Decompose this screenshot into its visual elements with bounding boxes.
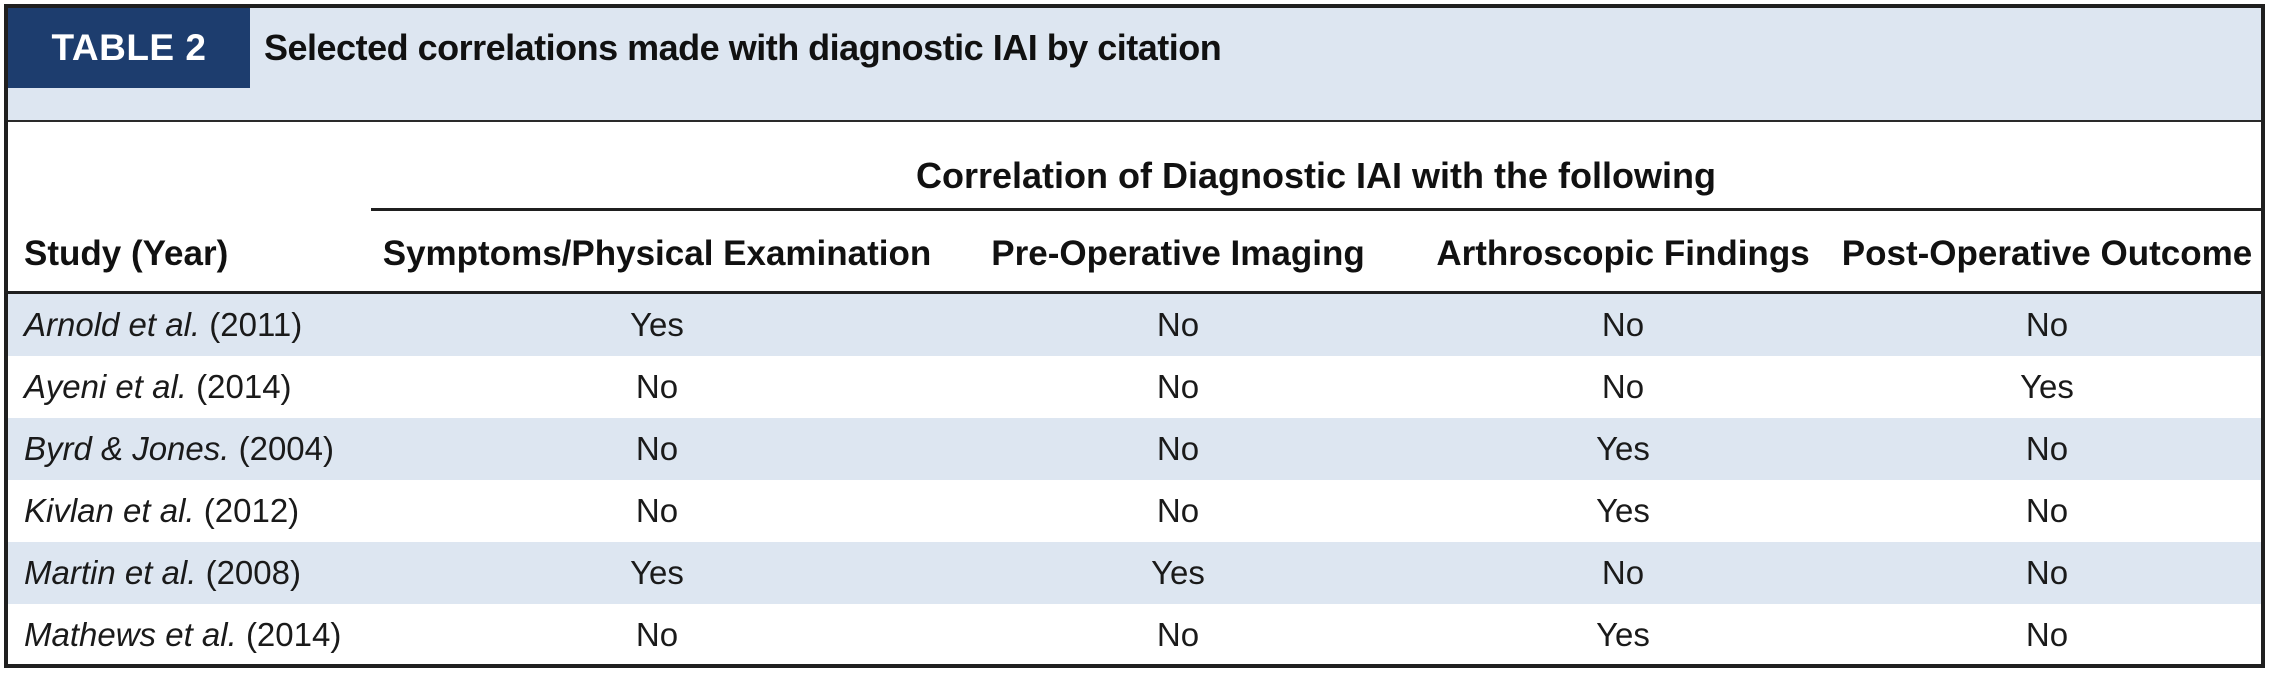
study-cell: Arnold et al. (2011) [24, 294, 302, 356]
study-year: (2011) [209, 306, 303, 343]
study-author: Martin et al. [24, 554, 197, 591]
table-row: Ayeni et al. (2014) No No No Yes [8, 356, 2261, 418]
table-row: Mathews et al. (2014) No No Yes No [8, 604, 2261, 664]
correlation-cell-c3: Yes [1596, 492, 1650, 529]
correlation-cell-c1: Yes [630, 306, 684, 343]
correlation-cell-c1: No [635, 430, 679, 467]
table-title: Selected correlations made with diagnost… [264, 27, 1222, 68]
correlation-cell-c1: Yes [630, 554, 684, 591]
study-cell: Kivlan et al. (2012) [24, 480, 299, 542]
study-author: Mathews et al. [24, 616, 237, 653]
column-header-outcome: Post-Operative Outcome [1841, 234, 2253, 273]
correlation-cell-c2: Yes [1151, 554, 1205, 591]
correlation-cell-c4: Yes [2020, 368, 2074, 405]
study-cell: Byrd & Jones. (2004) [24, 418, 334, 480]
correlation-cell-c4: No [2025, 306, 2069, 343]
correlation-cell-c1: No [635, 368, 679, 405]
column-header-study: Study (Year) [24, 234, 229, 273]
study-cell: Martin et al. (2008) [24, 542, 301, 604]
correlation-cell-c2: No [1156, 306, 1200, 343]
correlation-cell-c3: No [1601, 554, 1645, 591]
correlation-cell-c4: No [2025, 554, 2069, 591]
study-year: (2004) [238, 430, 334, 467]
column-header-arthroscopic: Arthroscopic Findings [1436, 234, 1810, 273]
correlation-cell-c1: No [635, 616, 679, 653]
column-group-header: Correlation of Diagnostic IAI with the f… [916, 155, 1716, 196]
correlation-cell-c3: Yes [1596, 430, 1650, 467]
correlation-cell-c2: No [1156, 492, 1200, 529]
correlation-cell-c4: No [2025, 430, 2069, 467]
correlation-cell-c3: No [1601, 306, 1645, 343]
study-year: (2008) [205, 554, 301, 591]
header-rule [8, 291, 2261, 294]
column-header-imaging: Pre-Operative Imaging [991, 234, 1365, 273]
table-row: Byrd & Jones. (2004) No No Yes No [8, 418, 2261, 480]
table-header-band: TABLE 2 Selected correlations made with … [8, 8, 2261, 122]
column-header-symptoms: Symptoms/Physical Examination [382, 234, 932, 273]
study-author: Arnold et al. [24, 306, 201, 343]
table-frame: TABLE 2 Selected correlations made with … [4, 4, 2265, 668]
table-row: Arnold et al. (2011) Yes No No No [8, 294, 2261, 356]
table-number-badge: TABLE 2 [8, 8, 250, 88]
correlation-cell-c1: No [635, 492, 679, 529]
correlation-cell-c2: No [1156, 368, 1200, 405]
group-header-rule [371, 208, 2261, 211]
study-author: Ayeni et al. [24, 368, 187, 405]
correlation-cell-c4: No [2025, 616, 2069, 653]
correlation-cell-c3: No [1601, 368, 1645, 405]
table-row: Martin et al. (2008) Yes Yes No No [8, 542, 2261, 604]
correlation-cell-c3: Yes [1596, 616, 1650, 653]
study-cell: Ayeni et al. (2014) [24, 356, 292, 418]
correlation-cell-c4: No [2025, 492, 2069, 529]
study-year: (2014) [245, 616, 342, 653]
study-author: Kivlan et al. [24, 492, 195, 529]
table-row: Kivlan et al. (2012) No No Yes No [8, 480, 2261, 542]
study-year: (2012) [203, 492, 300, 529]
study-author: Byrd & Jones. [24, 430, 230, 467]
correlation-cell-c2: No [1156, 430, 1200, 467]
study-cell: Mathews et al. (2014) [24, 604, 342, 664]
correlation-cell-c2: No [1156, 616, 1200, 653]
study-year: (2014) [196, 368, 292, 405]
